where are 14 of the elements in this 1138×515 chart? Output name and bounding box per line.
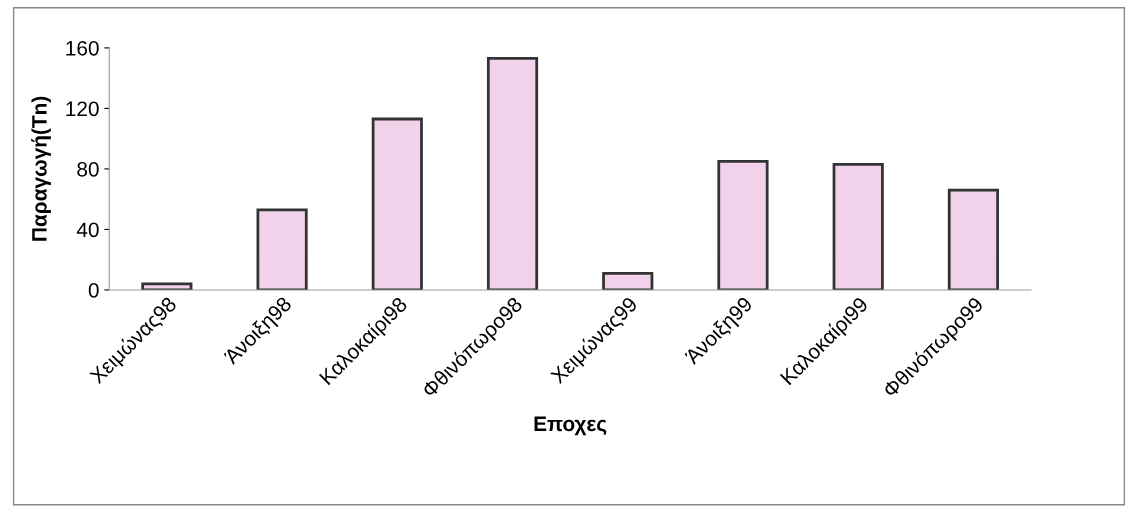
y-tick-label: 120: [66, 101, 99, 117]
bar: [602, 271, 654, 290]
bar: [947, 188, 999, 290]
x-axis-title: Εποχες: [534, 416, 607, 436]
bar: [832, 162, 884, 290]
bar: [717, 159, 769, 290]
y-tick-label: 80: [77, 161, 99, 177]
y-axis-title: Παραγωγή(Tn): [31, 96, 51, 241]
y-tick-label: 0: [88, 282, 99, 298]
y-tick-label: 160: [66, 40, 99, 56]
bar: [256, 208, 308, 290]
bar: [486, 57, 539, 290]
y-tick-label: 40: [76, 222, 99, 238]
bar: [371, 117, 423, 290]
